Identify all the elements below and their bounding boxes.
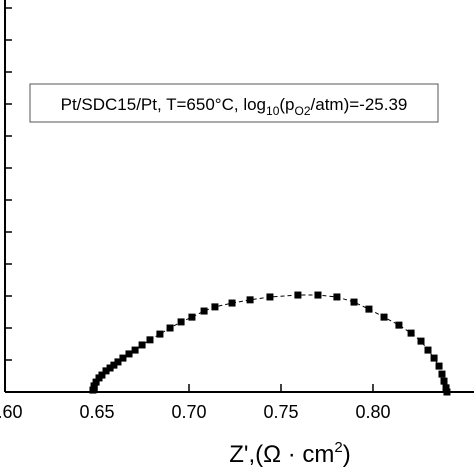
annotation-text: /atm)=-25.39 [311, 95, 408, 114]
x-tick-label: 0.60 [0, 402, 23, 422]
data-point [125, 350, 133, 358]
data-point [435, 362, 443, 370]
data-point [211, 303, 219, 311]
data-point [365, 305, 373, 313]
data-point [440, 377, 448, 385]
x-label-text: Z',(Ω · cm [229, 441, 334, 468]
data-point [228, 299, 236, 307]
data-point [266, 293, 274, 301]
data-point [177, 318, 185, 326]
data-point [90, 382, 98, 390]
data-point [294, 291, 302, 299]
data-point [98, 371, 106, 379]
data-point [146, 336, 154, 344]
data-point [119, 354, 127, 362]
annotation-text: Pt/SDC15/Pt, T=650°C, log [61, 95, 266, 114]
annotation: Pt/SDC15/Pt, T=650°C, log10(pO2/atm)=-25… [61, 95, 408, 118]
data-point [106, 364, 114, 372]
data-point [114, 358, 122, 366]
x-tick-label: 0.80 [355, 402, 390, 422]
data-point [138, 341, 146, 349]
data-point [350, 298, 358, 306]
data-point [407, 329, 415, 337]
data-point [188, 313, 196, 321]
x-axis-label: Z',(Ω · cm2) [229, 439, 351, 468]
x-tick-label: 0.75 [263, 402, 298, 422]
data-point [131, 346, 139, 354]
data-point [110, 361, 118, 369]
x-label-text: ) [343, 441, 351, 468]
data-point [156, 330, 164, 338]
data-point [102, 367, 110, 375]
data-point [166, 324, 174, 332]
annotation-box [29, 83, 439, 123]
data-point [246, 296, 254, 304]
data-point [442, 384, 450, 392]
x-tick-label: 0.70 [171, 402, 206, 422]
data-point [430, 354, 438, 362]
data-point [92, 378, 100, 386]
annotation-text: (p [279, 95, 294, 114]
x-label-sup: 2 [334, 439, 342, 456]
data-point [417, 337, 425, 345]
data-point [443, 388, 451, 396]
annotation-sub: 10 [266, 104, 280, 118]
fit-line [92, 294, 448, 393]
annotation-sub: O2 [295, 104, 311, 118]
data-point [314, 291, 322, 299]
data-point [395, 321, 403, 329]
data-point [424, 346, 432, 354]
data-point [89, 386, 97, 394]
data-point [200, 307, 208, 315]
data-point [380, 313, 388, 321]
data-point [438, 370, 446, 378]
x-tick-label: 0.65 [79, 402, 114, 422]
data-point [333, 293, 341, 301]
